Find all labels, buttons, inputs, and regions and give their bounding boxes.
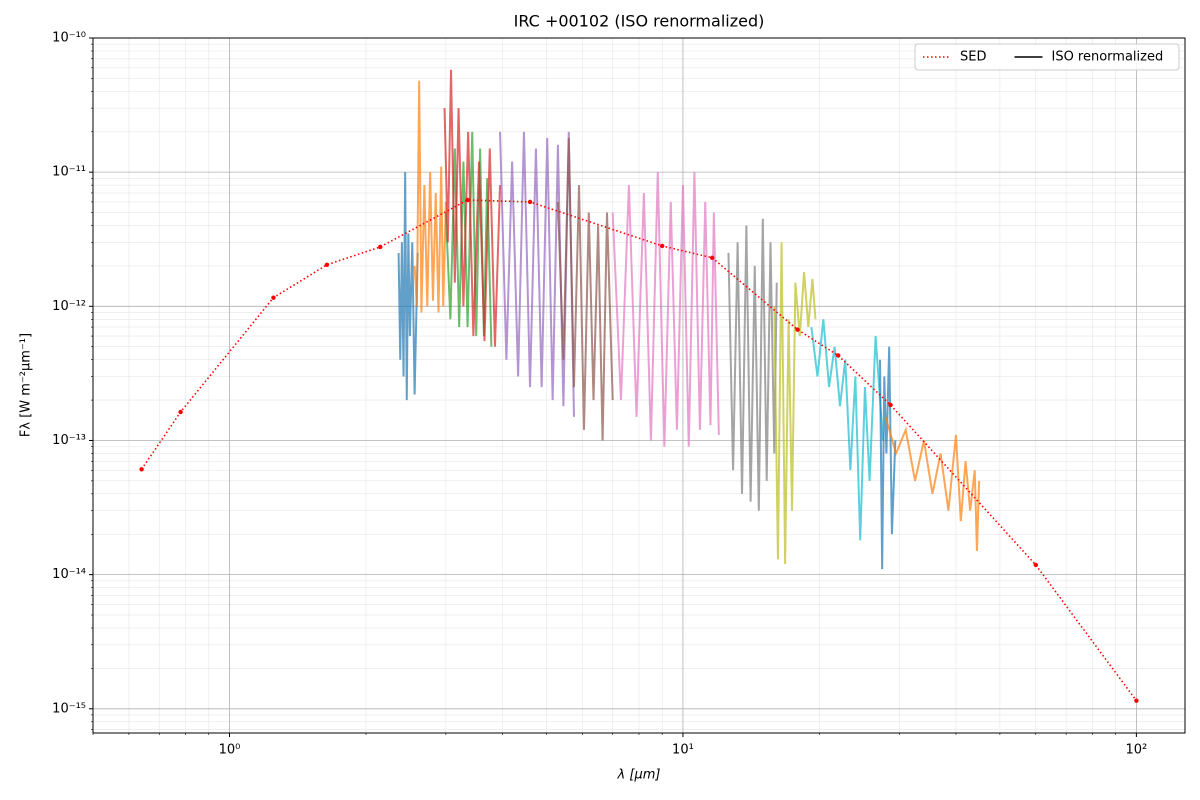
- x-tick-label: 10²: [1126, 743, 1148, 758]
- plot-frame: [92, 37, 1186, 734]
- legend: SED ISO renormalized: [914, 43, 1180, 71]
- legend-label: SED: [960, 50, 986, 65]
- y-tick-label: 10⁻¹⁵: [52, 701, 86, 716]
- sed-point: [465, 197, 470, 203]
- legend-label: ISO renormalized: [1051, 50, 1163, 65]
- x-tick-label: 10⁰: [219, 743, 241, 758]
- sed-point: [271, 295, 276, 300]
- sed-point: [659, 243, 665, 249]
- spectrum-segment: [810, 319, 884, 541]
- spectrum-segment: [773, 242, 817, 565]
- sed-point: [378, 244, 383, 250]
- legend-box: [914, 43, 1180, 71]
- sed-point: [527, 199, 533, 205]
- spectrum-segment: [443, 69, 502, 347]
- sed-point: [836, 353, 841, 358]
- chart-title: IRC +00102 (ISO renormalized): [514, 12, 765, 31]
- sed-point: [324, 262, 330, 267]
- sed-point: [888, 402, 893, 408]
- spectrum-segment: [611, 172, 720, 447]
- spectrum-segment: [499, 131, 575, 417]
- spectrum-segment: [727, 218, 778, 511]
- y-axis-label: Fλ [W m⁻²μm⁻¹]: [19, 333, 34, 437]
- spectrum-segment: [879, 346, 897, 570]
- sed-point: [709, 255, 715, 260]
- y-tick-label: 10⁻¹¹: [52, 165, 86, 180]
- x-axis-label: λ [μm]: [617, 768, 661, 783]
- x-tick-label: 10¹: [672, 743, 694, 758]
- sed-point: [1033, 562, 1038, 568]
- spectrum-segment: [397, 172, 419, 401]
- y-tick-label: 10⁻¹⁴: [52, 567, 86, 582]
- sed-point: [795, 327, 800, 332]
- sed-point: [1134, 698, 1139, 703]
- sed-point: [178, 409, 183, 415]
- sed-point: [139, 467, 144, 472]
- grid: [91, 37, 1185, 735]
- y-tick-label: 10⁻¹²: [52, 299, 86, 314]
- spectrum-segment: [556, 137, 614, 441]
- y-tick-label: 10⁻¹³: [52, 433, 86, 448]
- spectrum-segment: [884, 416, 981, 552]
- y-tick-label: 10⁻¹⁰: [52, 31, 86, 46]
- spectrum-segment: [413, 80, 447, 313]
